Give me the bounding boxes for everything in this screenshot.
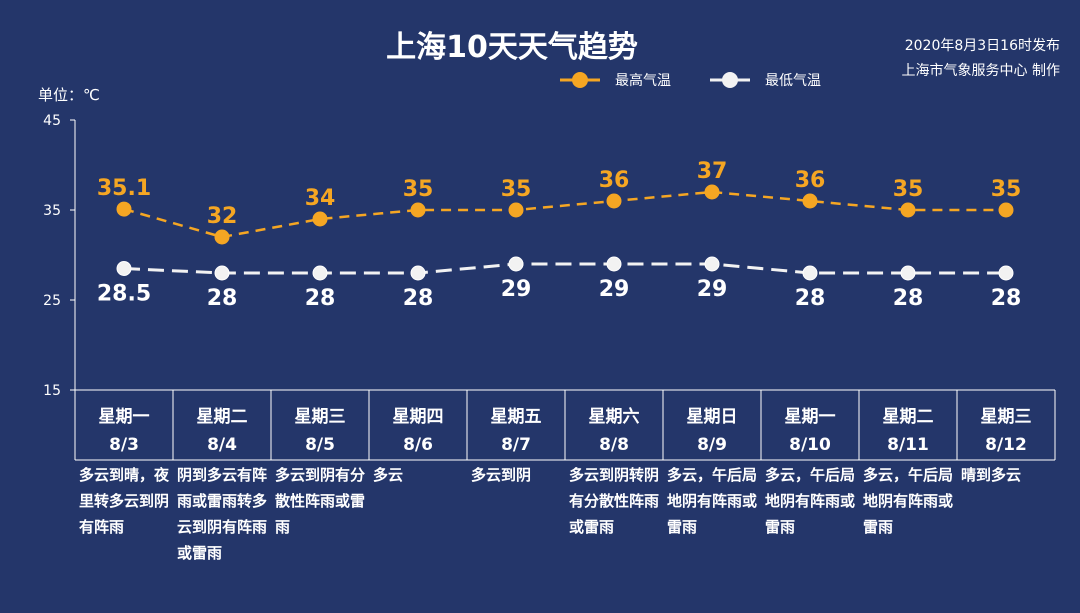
data-point	[802, 193, 818, 209]
day-label: 星期四	[393, 407, 444, 427]
data-point	[998, 265, 1014, 281]
data-label: 37	[697, 159, 728, 184]
data-point	[802, 265, 818, 281]
weather-description: 多云，午后局地阴有阵雨或雷雨	[863, 466, 954, 536]
data-point	[410, 265, 426, 281]
day-label: 星期一	[785, 407, 836, 427]
data-label: 32	[207, 204, 238, 229]
data-point	[998, 202, 1014, 218]
weather-description: 阴到多云有阵雨或雷雨转多云到阴有阵雨或雷雨	[177, 466, 268, 562]
day-label: 星期三	[295, 407, 346, 427]
legend-marker	[572, 72, 588, 88]
data-point	[508, 202, 524, 218]
legend-marker	[722, 72, 738, 88]
weather-description: 多云到晴，夜里转多云到阴有阵雨	[79, 466, 170, 536]
data-label: 28	[305, 286, 336, 311]
series-line	[123, 190, 1006, 239]
data-point	[214, 229, 230, 245]
weather-description: 晴到多云	[961, 466, 1022, 484]
date-label: 8/9	[697, 435, 727, 455]
data-label: 35	[501, 177, 532, 202]
data-label: 36	[599, 168, 630, 193]
data-label: 28	[403, 286, 434, 311]
weather-description: 多云，午后局地阴有阵雨或雷雨	[667, 466, 758, 536]
issued-time: 2020年8月3日16时发布	[904, 38, 1060, 54]
weather-description: 多云到阴	[471, 466, 532, 484]
data-point	[116, 261, 132, 276]
date-label: 8/7	[501, 435, 531, 455]
weather-description: 多云，午后局地阴有阵雨或雷雨	[765, 466, 856, 536]
data-label: 34	[305, 186, 336, 211]
data-point	[508, 256, 524, 272]
maker-label: 上海市气象服务中心 制作	[901, 63, 1060, 79]
data-label: 29	[697, 277, 728, 302]
date-label: 8/10	[789, 435, 831, 455]
data-label: 29	[501, 277, 532, 302]
unit-label: 单位：℃	[38, 86, 100, 104]
data-point	[900, 202, 916, 218]
date-label: 8/8	[599, 435, 629, 455]
day-label: 星期日	[687, 407, 738, 427]
day-label: 星期五	[491, 407, 542, 427]
data-label: 28	[991, 286, 1022, 311]
series-line	[123, 262, 1006, 275]
chart-title: 上海10天天气趋势	[386, 30, 638, 65]
data-label: 29	[599, 277, 630, 302]
weather-description: 多云到阴有分散性阵雨或雷雨	[275, 466, 366, 536]
data-label: 28	[893, 286, 924, 311]
y-tick-label: 25	[43, 293, 61, 309]
legend-label: 最高气温	[615, 72, 671, 89]
date-label: 8/6	[403, 435, 433, 455]
data-point	[606, 256, 622, 272]
y-tick-label: 35	[43, 203, 61, 219]
y-tick-label: 15	[43, 383, 61, 399]
data-point	[312, 211, 328, 227]
day-label: 星期一	[99, 407, 150, 427]
day-label: 星期二	[197, 407, 248, 427]
data-label: 28	[795, 286, 826, 311]
weather-description: 多云	[373, 466, 404, 484]
data-label: 35	[403, 177, 434, 202]
data-point	[704, 256, 720, 272]
data-point	[116, 201, 132, 217]
weather-description: 多云到阴转阴有分散性阵雨或雷雨	[569, 466, 660, 536]
date-label: 8/12	[985, 435, 1027, 455]
data-point	[606, 193, 622, 209]
day-label: 星期六	[589, 406, 640, 427]
data-label: 35.1	[97, 176, 151, 201]
data-label: 28	[207, 286, 238, 311]
date-label: 8/5	[305, 435, 335, 455]
day-label: 星期二	[883, 407, 934, 427]
data-point	[410, 202, 426, 218]
date-label: 8/11	[887, 435, 929, 455]
day-label: 星期三	[981, 407, 1032, 427]
data-point	[214, 265, 230, 281]
data-label: 36	[795, 168, 826, 193]
data-label: 28.5	[97, 282, 151, 307]
legend-label: 最低气温	[765, 73, 821, 89]
date-label: 8/4	[207, 435, 237, 455]
data-label: 35	[893, 177, 924, 202]
data-point	[312, 265, 328, 281]
data-point	[900, 265, 916, 281]
y-tick-label: 45	[43, 113, 61, 129]
date-label: 8/3	[109, 435, 139, 455]
data-label: 35	[991, 177, 1022, 202]
data-point	[704, 184, 720, 200]
